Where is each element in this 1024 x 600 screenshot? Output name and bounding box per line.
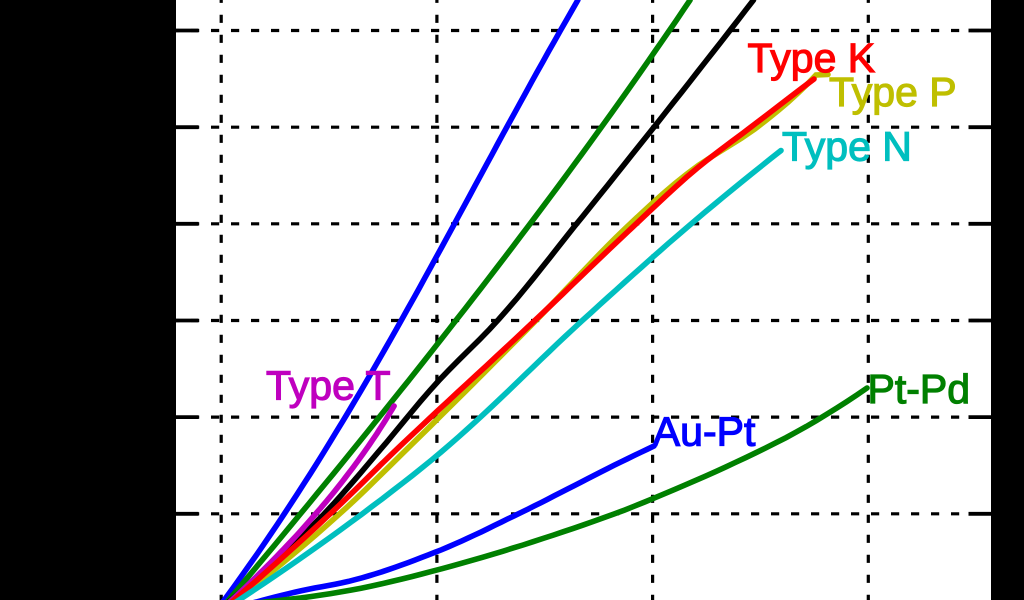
svg-text:Pt-Pd: Pt-Pd	[868, 366, 971, 412]
svg-text:Type T: Type T	[266, 363, 391, 409]
svg-text:Au-Pt: Au-Pt	[653, 409, 756, 455]
svg-text:Type N: Type N	[782, 124, 912, 170]
svg-text:Type K: Type K	[748, 35, 876, 81]
svg-text:Type P: Type P	[829, 69, 957, 115]
